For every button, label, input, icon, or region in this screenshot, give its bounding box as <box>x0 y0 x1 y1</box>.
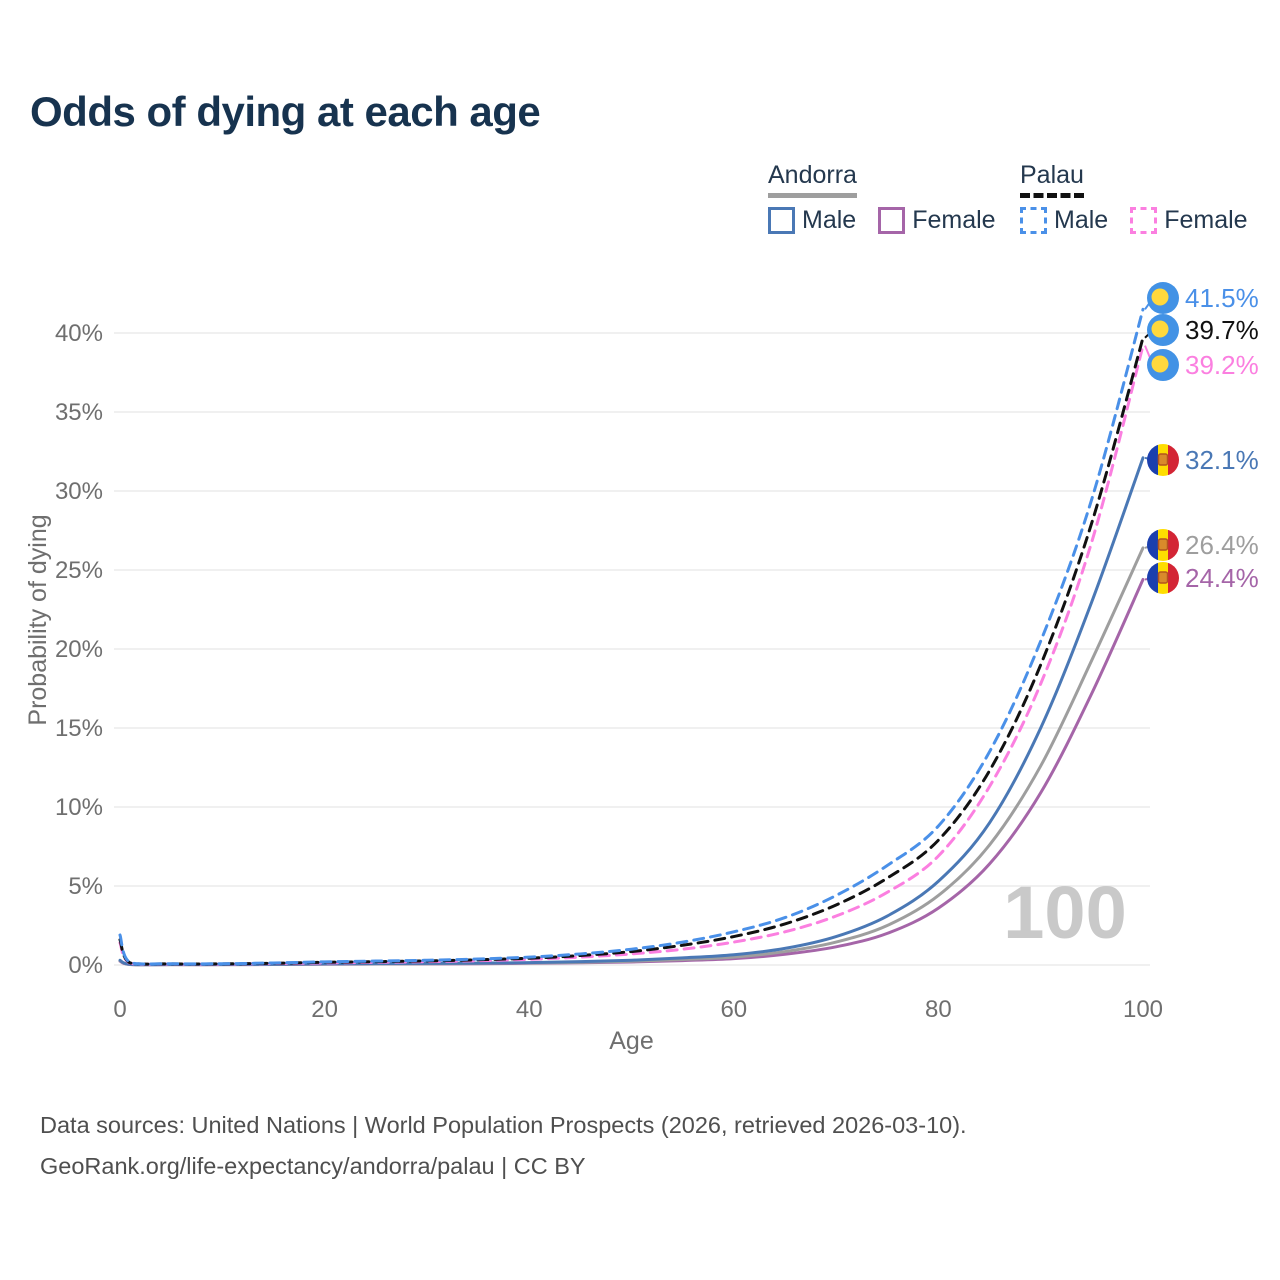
y-tick-label: 35% <box>55 399 103 426</box>
x-axis-title: Age <box>609 1027 653 1055</box>
x-tick-label: 80 <box>925 996 952 1023</box>
legend-label-andorra-female: Female <box>912 206 996 234</box>
legend-header-andorra[interactable]: Andorra <box>768 161 857 198</box>
x-tick-label: 100 <box>1123 996 1163 1023</box>
palau-flag-icon <box>1147 349 1179 382</box>
andorra-female-swatch-icon <box>878 207 906 234</box>
x-tick-label: 60 <box>720 996 747 1023</box>
x-tick-label: 20 <box>311 996 338 1023</box>
andorra-male-swatch-icon <box>768 207 795 234</box>
legend-label-palau-female: Female <box>1164 206 1248 234</box>
page-title: Odds of dying at each age <box>30 88 541 135</box>
y-axis-title: Probability of dying <box>24 514 52 725</box>
series-end-value-label: 24.4% <box>1185 563 1259 593</box>
footer-attribution: GeoRank.org/life-expectancy/andorra/pala… <box>40 1153 586 1179</box>
y-tick-label: 5% <box>68 873 103 900</box>
legend-label-palau-male: Male <box>1054 206 1109 234</box>
footer-data-sources: Data sources: United Nations | World Pop… <box>40 1112 967 1138</box>
legend-header-palau[interactable]: Palau <box>1020 161 1084 198</box>
legend-group-palau: Palau Male Female <box>1020 161 1248 235</box>
y-tick-label: 20% <box>55 636 103 663</box>
series-end-value-label: 32.1% <box>1185 445 1259 475</box>
andorra-flag-icon <box>1147 444 1179 477</box>
palau-female-swatch-icon <box>1130 207 1158 234</box>
series-line-palau-both[interactable] <box>118 336 1145 966</box>
andorra-flag-icon <box>1147 528 1179 561</box>
y-tick-label: 0% <box>68 952 103 979</box>
andorra-flag-icon <box>1147 561 1179 594</box>
series-line-palau-male[interactable] <box>118 307 1145 966</box>
y-tick-label: 40% <box>55 320 103 347</box>
y-tick-label: 10% <box>55 794 103 821</box>
legend-label-andorra-male: Male <box>802 206 857 234</box>
x-tick-label: 0 <box>113 996 126 1023</box>
series-end-value-label: 39.2% <box>1185 350 1259 380</box>
age-counter-watermark: 100 <box>1003 871 1127 954</box>
legend-row-andorra: Male Female <box>768 206 996 235</box>
series-line-andorra-both[interactable] <box>118 546 1145 967</box>
y-tick-label: 30% <box>55 478 103 505</box>
legend-row-palau: Male Female <box>1020 206 1248 235</box>
palau-male-swatch-icon <box>1020 207 1047 234</box>
legend-item-andorra-female[interactable]: Female <box>878 206 996 235</box>
series-end-value-label: 39.7% <box>1185 315 1259 345</box>
legend-item-andorra-male[interactable]: Male <box>768 206 856 235</box>
palau-flag-icon <box>1147 314 1179 347</box>
y-tick-label: 25% <box>55 557 103 584</box>
legend-item-palau-female[interactable]: Female <box>1130 206 1248 235</box>
series-end-value-label: 41.5% <box>1185 283 1259 313</box>
series-line-andorra-male[interactable] <box>118 456 1145 967</box>
series-line-palau-female[interactable] <box>118 344 1145 966</box>
series-end-value-label: 26.4% <box>1185 530 1259 560</box>
footer: Data sources: United Nations | World Pop… <box>40 1105 967 1187</box>
x-tick-label: 40 <box>516 996 543 1023</box>
y-tick-label: 15% <box>55 715 103 742</box>
legend-item-palau-male[interactable]: Male <box>1020 206 1108 235</box>
legend-group-andorra: Andorra Male Female <box>768 161 996 235</box>
palau-flag-icon <box>1147 282 1179 314</box>
